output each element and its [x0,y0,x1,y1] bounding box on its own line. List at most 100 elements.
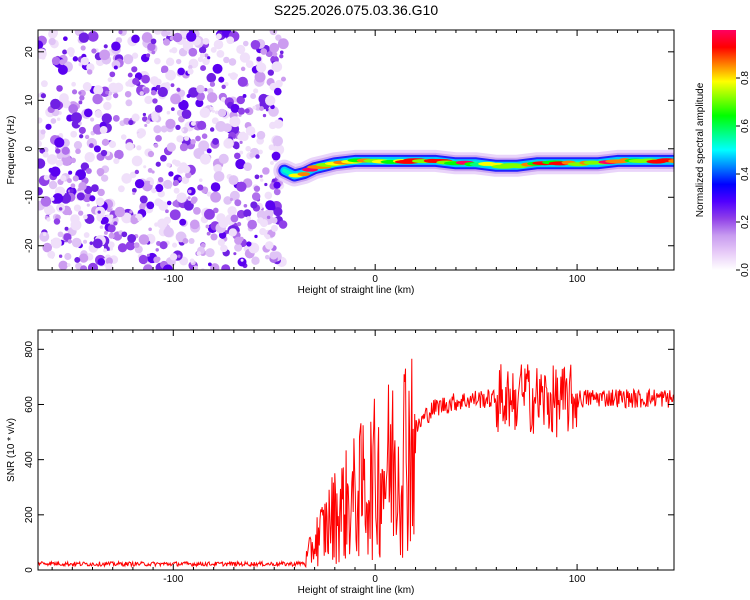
noise-speckle [230,103,240,113]
noise-speckle [214,110,219,115]
noise-speckle [176,166,185,174]
noise-speckle [38,158,46,169]
noise-speckle [84,134,90,140]
noise-speckle [259,106,264,112]
noise-speckle [83,232,90,238]
noise-speckle [124,90,132,98]
noise-speckle [273,119,284,129]
snr-series-line [38,358,674,569]
colorbar-tick-label: 0.0 [740,263,750,277]
noise-speckle [209,127,215,132]
noise-speckle [218,76,225,83]
colorbar-tick-label: 0.8 [740,71,750,85]
noise-speckle [197,56,204,63]
noise-speckle [236,181,247,192]
noise-speckle [142,116,148,122]
noise-speckle [155,184,164,193]
noise-speckle [134,169,140,175]
noise-speckle [166,31,171,36]
noise-speckle [179,143,188,152]
noise-speckle [217,108,227,118]
noise-speckle [204,208,215,220]
noise-speckle [203,87,208,92]
noise-speckle [254,71,266,83]
noise-speckle [233,252,237,256]
noise-speckle [50,98,61,110]
noise-speckle [254,174,260,180]
noise-speckle [250,93,257,100]
noise-speckle [245,126,256,136]
noise-speckle [169,209,181,221]
noise-speckle [271,61,283,73]
noise-speckle [118,30,123,35]
noise-speckle [125,99,133,107]
noise-speckle [40,80,48,88]
noise-speckle [131,155,143,167]
noise-speckle [105,257,113,265]
noise-speckle [234,152,241,160]
noise-speckle [149,180,155,186]
noise-speckle [70,130,78,138]
noise-speckle [218,218,229,229]
noise-speckle [175,124,181,131]
noise-speckle [259,227,267,236]
noise-speckle [72,56,79,62]
noise-speckle [150,90,157,96]
noise-speckle [162,264,173,270]
noise-speckle [188,87,199,98]
noise-speckle [74,256,81,263]
noise-speckle [139,195,148,204]
noise-speckle [71,237,82,248]
noise-speckle [67,239,73,244]
noise-speckle [266,215,271,220]
noise-speckle [108,232,115,239]
noise-speckle [141,74,150,84]
noise-speckle [230,214,239,223]
noise-speckle [206,231,211,236]
noise-speckle [78,253,89,263]
noise-speckle [155,78,162,86]
noise-speckle [221,264,231,270]
noise-speckle [213,39,224,50]
noise-speckle [85,167,92,175]
noise-speckle [199,52,205,58]
noise-speckle [159,241,168,250]
noise-speckle [89,241,94,246]
noise-speckle [46,217,51,222]
noise-speckle [240,258,244,262]
noise-speckle [103,101,112,111]
noise-speckle [205,248,215,258]
noise-speckle [172,242,178,248]
noise-speckle [228,58,237,66]
noise-speckle [105,90,110,95]
noise-speckle [75,148,81,155]
noise-speckle [175,58,182,65]
noise-speckle [42,242,53,253]
noise-speckle [187,189,192,194]
noise-speckle [133,242,140,249]
noise-speckle [195,135,201,142]
noise-speckle [245,145,252,152]
x-tick-label: -100 [163,574,183,585]
noise-speckle [109,247,113,251]
noise-speckle [202,37,210,45]
noise-speckle [160,125,168,133]
noise-speckle [183,200,194,211]
noise-speckle [78,100,83,105]
noise-speckle [178,176,182,181]
noise-speckle [228,175,239,186]
noise-speckle [129,171,137,179]
noise-speckle [206,191,212,197]
colorbar-tick-label: 0.6 [740,119,750,133]
noise-speckle [245,60,254,68]
noise-speckle [114,206,126,218]
noise-speckle [201,133,208,139]
noise-speckle [236,44,246,55]
noise-speckle [235,158,246,170]
noise-speckle [211,117,219,125]
noise-speckle [80,56,90,66]
noise-speckle [259,174,263,178]
noise-speckle [56,85,63,92]
noise-speckle [146,201,155,210]
